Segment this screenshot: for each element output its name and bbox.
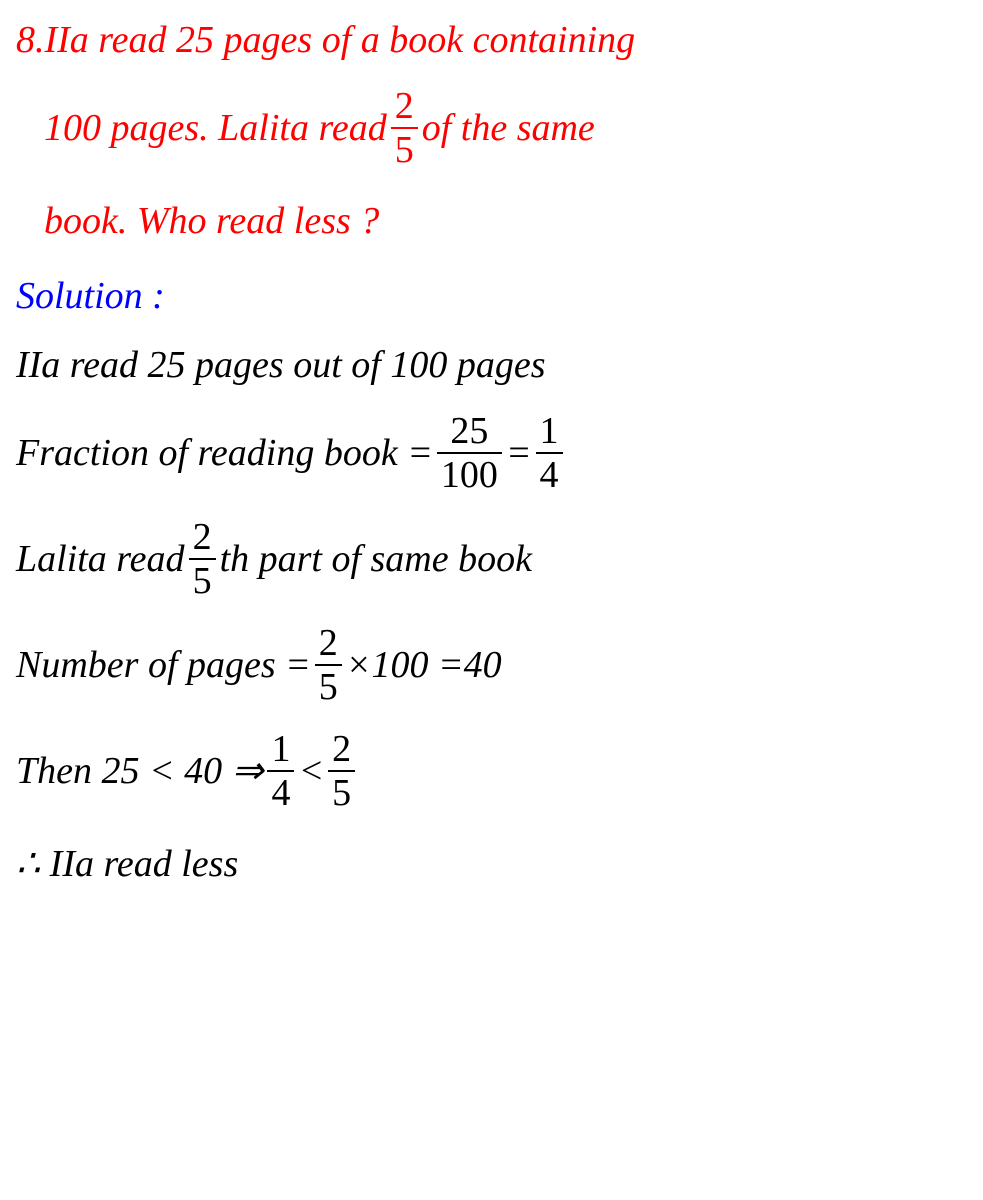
text: Then 25 < 40 ⇒ xyxy=(16,743,263,800)
numerator: 2 xyxy=(189,518,216,558)
text: th part of same book xyxy=(220,531,532,588)
solution-label: Solution : xyxy=(16,268,967,325)
numerator: 1 xyxy=(536,412,563,452)
fraction: 1 4 xyxy=(267,730,294,812)
text: 8.IIa read 25 pages of a book containing xyxy=(16,12,635,69)
numerator: 2 xyxy=(391,87,418,127)
text: Solution : xyxy=(16,268,165,325)
text: book. Who read less ? xyxy=(44,193,379,250)
text: of the same xyxy=(422,100,595,157)
solution-line-6: ∴ IIa read less xyxy=(16,836,967,893)
fraction: 2 5 xyxy=(315,624,342,706)
question-line-2: 100 pages. Lalita read 2 5 of the same xyxy=(16,87,967,169)
solution-line-4: Number of pages = 2 5 ×100 =40 xyxy=(16,624,967,706)
numerator: 25 xyxy=(446,412,492,452)
denominator: 5 xyxy=(189,558,216,600)
text: = xyxy=(506,425,532,482)
fraction: 2 5 xyxy=(391,87,418,169)
text: ×100 =40 xyxy=(346,637,502,694)
fraction: 1 4 xyxy=(536,412,563,494)
text: 100 pages. Lalita read xyxy=(44,100,387,157)
text: < xyxy=(298,743,324,800)
text: Number of pages = xyxy=(16,637,311,694)
solution-line-5: Then 25 < 40 ⇒ 1 4 < 2 5 xyxy=(16,730,967,812)
denominator: 5 xyxy=(391,127,418,169)
solution-line-1: IIa read 25 pages out of 100 pages xyxy=(16,337,967,394)
denominator: 100 xyxy=(437,452,502,494)
fraction: 2 5 xyxy=(328,730,355,812)
denominator: 4 xyxy=(267,770,294,812)
text: ∴ IIa read less xyxy=(16,836,238,893)
denominator: 5 xyxy=(315,664,342,706)
text: IIa read 25 pages out of 100 pages xyxy=(16,337,545,394)
fraction: 25 100 xyxy=(437,412,502,494)
numerator: 1 xyxy=(267,730,294,770)
denominator: 4 xyxy=(536,452,563,494)
question-line-3: book. Who read less ? xyxy=(16,193,967,250)
numerator: 2 xyxy=(328,730,355,770)
fraction: 2 5 xyxy=(189,518,216,600)
denominator: 5 xyxy=(328,770,355,812)
text: Fraction of reading book = xyxy=(16,425,433,482)
text: Lalita read xyxy=(16,531,185,588)
question-line-1: 8.IIa read 25 pages of a book containing xyxy=(16,12,967,69)
solution-line-2: Fraction of reading book = 25 100 = 1 4 xyxy=(16,412,967,494)
numerator: 2 xyxy=(315,624,342,664)
solution-line-3: Lalita read 2 5 th part of same book xyxy=(16,518,967,600)
